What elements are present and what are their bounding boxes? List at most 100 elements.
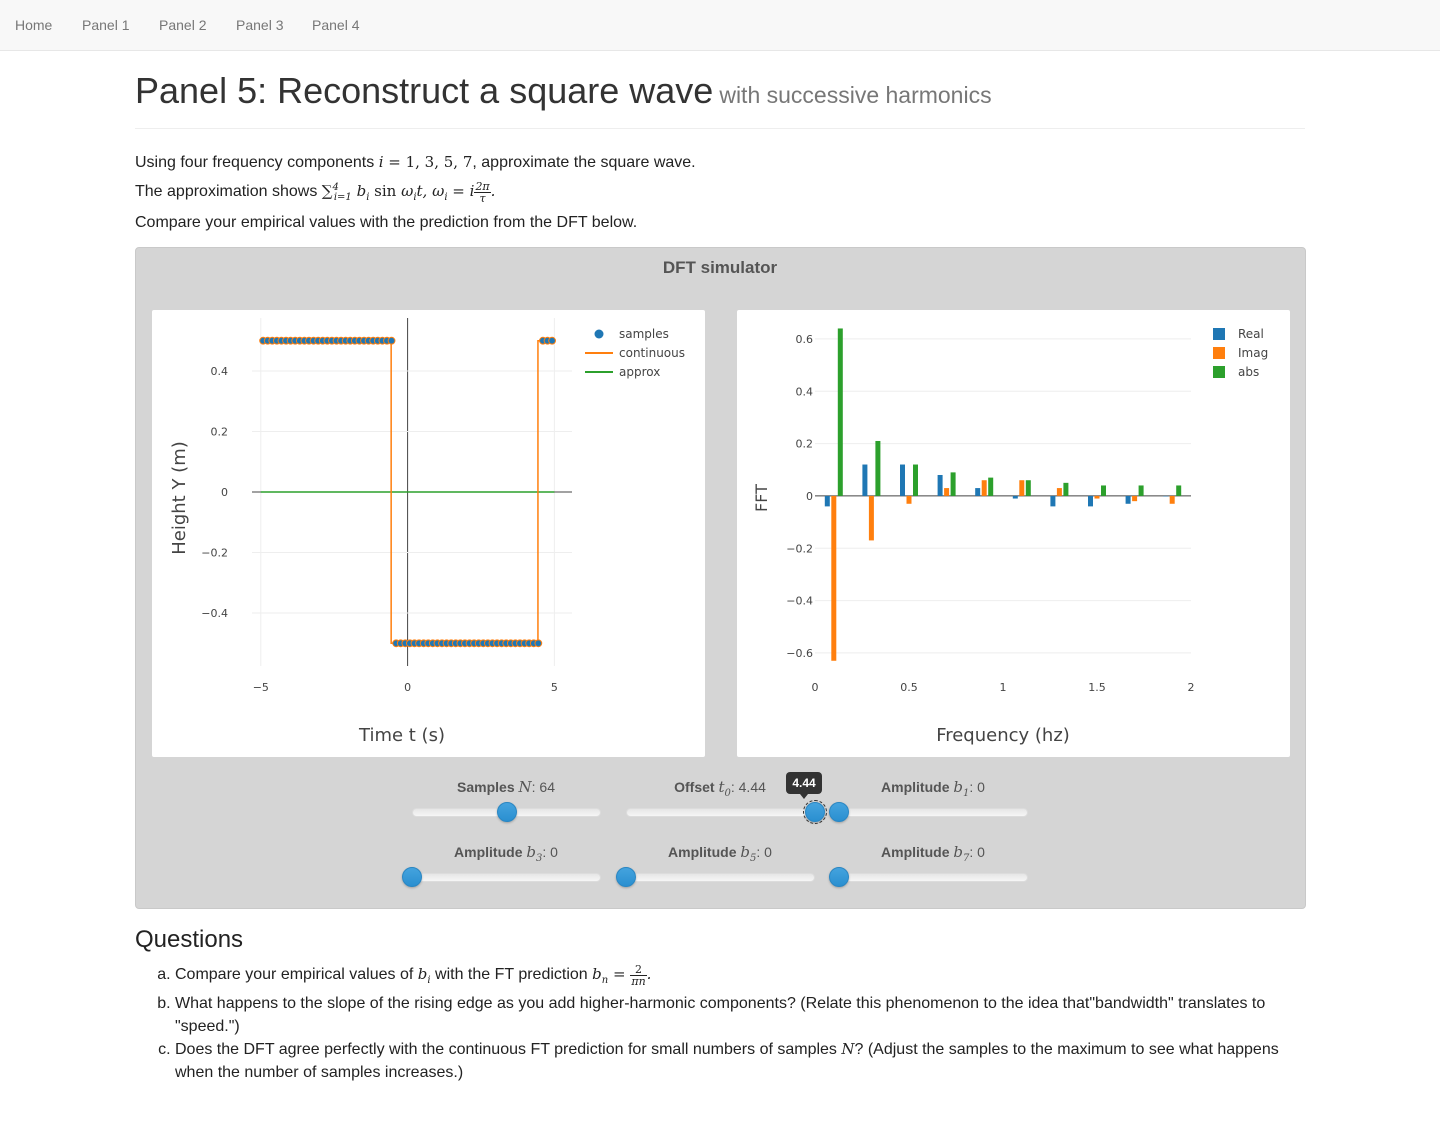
top-navbar: Home Panel 1 Panel 2 Panel 3 Panel 4 [0,0,1440,51]
question-c-math-n: N [841,1040,855,1058]
bar-real [900,464,905,496]
amplitude-b1-slider-handle[interactable] [829,802,849,822]
amplitude-b7-label: Amplitude b7: 0 [881,843,985,864]
sample-point [548,336,556,345]
offset-value-tooltip: 4.44 [786,772,822,799]
intro-line-3: Compare your empirical values with the p… [135,214,638,231]
time-domain-plot[interactable]: −5 0 5 −0.4 −0.2 0 0.2 0.4 Time t (s) Height Y (m… [152,310,705,757]
bar-real [1012,495,1018,499]
amplitude-b5-slider-track[interactable] [626,873,815,882]
x-tick-label: −5 [253,681,269,694]
bar-imag [831,495,837,661]
samples-label: Samples N: 64 [457,778,555,796]
sample-point [534,639,543,648]
intro-line-2-formula: ∑4i=1 bi sin ωit, ωi = i 2π τ. [321,179,496,205]
y-tick-label: 0.2 [796,438,814,451]
bar-imag [1094,495,1100,499]
amplitude-b3-slider-handle[interactable] [402,867,422,887]
offset-slider-track[interactable] [626,808,815,817]
nav-panel-2-link[interactable]: Panel 2 [159,17,207,33]
amplitude-b5-slider-handle[interactable] [616,867,636,887]
frequency-domain-plot[interactable]: −0.6 −0.4 −0.2 0 0.2 0.4 0.6 0 0.5 1 1.5 2 Frequency… [737,310,1290,757]
y-tick-label: −0.4 [201,607,228,620]
legend-approx-label: approx [619,365,660,379]
time-domain-chart[interactable]: −5 0 5 −0.4 −0.2 0 0.2 0.4 Time t (s) Height Y (m… [152,310,705,757]
legend-samples-label: samples [619,327,669,341]
bar-imag [906,495,912,504]
amplitude-b3-slider-track[interactable] [412,873,601,882]
nav-panel-4-link[interactable]: Panel 4 [312,17,360,33]
bar-real [1125,495,1131,504]
bar-imag [981,480,987,496]
amplitude-b1-slider-track[interactable] [839,808,1028,817]
bar-abs [988,477,994,496]
offset-label: Offset t0: 4.44 [674,778,766,799]
samples-slider-handle[interactable] [496,802,517,822]
bar-imag [1132,495,1138,502]
x-tick-label: 1.5 [1088,681,1106,694]
bar-imag [868,495,874,541]
intro-line-2: The approximation shows ∑4i=1 bi sin ωit… [135,175,696,210]
questions-heading: Questions [135,926,244,953]
y-axis-title: FFT [752,484,771,512]
question-b: What happens to the slope of the rising … [175,992,1305,1038]
x-tick-label: 5 [551,681,558,694]
question-c: Does the DFT agree perfectly with the co… [175,1038,1305,1084]
x-tick-label: 2 [1188,681,1195,694]
question-c-text: Does the DFT agree perfectly with the co… [175,1041,842,1058]
legend-real-label: Real [1238,327,1264,341]
offset-slider-handle[interactable] [803,800,827,824]
bar-real [1163,495,1169,497]
bar-imag [1019,480,1025,496]
legend-real-swatch [1213,328,1225,340]
intro-text: Using four frequency components i = 1, 3… [135,150,696,235]
bar-real [862,464,868,496]
intro-line-1-text: Using four frequency components [135,154,379,171]
y-tick-label: 0 [806,490,813,503]
y-tick-label: −0.2 [786,542,813,555]
intro-line-1-math: i = 1, 3, 5, 7 [378,153,473,171]
y-tick-label: 0.4 [211,365,229,378]
x-tick-label: 0.5 [900,681,918,694]
nav-panel-3-link[interactable]: Panel 3 [236,17,284,33]
questions-list: Compare your empirical values of bi with… [135,963,1305,1084]
nav-home-link[interactable]: Home [15,17,53,33]
bar-abs [1138,485,1144,496]
y-tick-label: 0.2 [211,425,229,438]
bar-real [1050,495,1056,507]
x-tick-label: 1 [1000,681,1007,694]
intro-line-2-text: The approximation shows [135,183,322,200]
bar-abs [950,472,956,496]
x-tick-label: 0 [404,681,411,694]
bar-imag [1056,488,1062,496]
bar-real [937,474,943,496]
bar-abs [837,328,843,496]
bar-abs [875,440,881,496]
amplitude-b1-label: Amplitude b1: 0 [881,778,985,799]
bar-abs [1063,482,1069,496]
y-tick-label: −0.4 [786,595,813,608]
bar-abs [1176,485,1182,496]
question-a-math-bn: bn = 2 πn. [592,962,652,988]
bar-abs [1101,485,1106,496]
nav-panel-1-link[interactable]: Panel 1 [82,17,130,33]
y-axis-title: Height Y (m) [169,441,190,555]
legend-continuous-label: continuous [619,346,685,360]
bar-abs [1025,480,1031,496]
page-title-text: Panel 5: Reconstruct a square wave [135,70,714,111]
question-c-text-end: ? (Adjust the samples to the maximum to … [175,1041,1279,1081]
simulator-title: DFT simulator [662,258,778,277]
y-tick-label: 0.6 [796,333,814,346]
legend-imag-label: Imag [1238,346,1268,360]
amplitude-b7-slider-track[interactable] [839,873,1028,882]
amplitude-b7-slider-handle[interactable] [829,867,849,887]
bar-abs [913,464,918,496]
legend-imag-swatch [1213,347,1225,359]
x-axis-title: Time t (s) [358,725,445,746]
y-tick-label: 0 [221,486,228,499]
x-tick-label: 0 [812,681,819,694]
bar-real [975,488,981,496]
bar-real [824,495,830,507]
fft-bar-chart[interactable]: −0.6 −0.4 −0.2 0 0.2 0.4 0.6 0 0.5 1 1.5 2 Frequency… [737,310,1290,757]
intro-line-1-text-end: , approximate the square wave. [472,154,696,171]
